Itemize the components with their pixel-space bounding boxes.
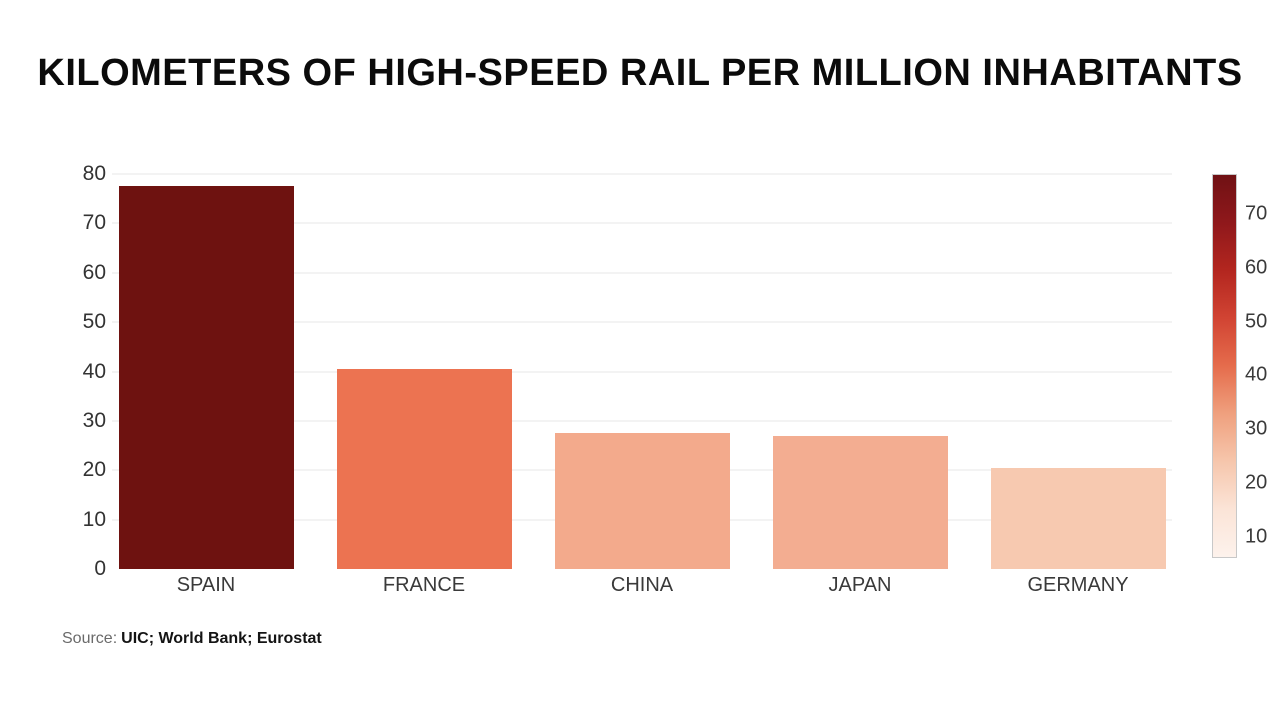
plot-area: SPAIN FRANCE CHINA JAPAN GERMANY	[112, 173, 1172, 596]
chart-title: KILOMETERS OF HIGH-SPEED RAIL PER MILLIO…	[37, 52, 1243, 94]
bar-japan	[772, 435, 948, 569]
colorbar-tick-label: 70	[1245, 202, 1268, 225]
bar-china	[554, 433, 730, 569]
colorbar	[1212, 174, 1237, 558]
colorbar-tick-label: 40	[1245, 363, 1268, 386]
colorbar-tick-label: 50	[1245, 310, 1268, 333]
gridline	[112, 271, 1172, 274]
colorbar-tick-label: 30	[1245, 417, 1268, 440]
bar-germany	[990, 467, 1166, 569]
x-tick-label: GERMANY	[1027, 574, 1129, 596]
bars: SPAIN FRANCE CHINA JAPAN GERMANY	[112, 174, 1172, 596]
gridline	[112, 173, 1172, 175]
x-tick-label: JAPAN	[828, 574, 892, 596]
y-axis: 0 10 20 30 40 50 60 70 80	[40, 162, 106, 580]
source-prefix: Source:	[62, 630, 118, 647]
colorbar-tick-label: 60	[1245, 256, 1268, 279]
x-tick-label: SPAIN	[176, 574, 236, 596]
bar-slot: FRANCE	[336, 174, 512, 596]
gridline	[112, 419, 1172, 422]
y-tick-label: 60	[82, 260, 106, 284]
source-citation: UIC; World Bank; Eurostat	[121, 630, 322, 647]
y-tick-label: 70	[82, 211, 106, 235]
bar-france	[336, 369, 512, 569]
bar-slot: SPAIN	[118, 174, 294, 596]
y-tick-label: 80	[82, 162, 106, 185]
source-line: Source: UIC; World Bank; Eurostat	[62, 630, 322, 648]
y-tick-label: 0	[94, 557, 106, 580]
x-tick-label: CHINA	[610, 574, 674, 596]
y-tick-label: 20	[82, 458, 106, 482]
gridline	[112, 321, 1172, 324]
bar-spain	[118, 186, 294, 569]
colorbar-tick-label: 20	[1245, 471, 1268, 494]
x-tick-label: FRANCE	[382, 574, 466, 596]
y-tick-label: 30	[82, 408, 106, 432]
bar-slot: JAPAN	[772, 174, 948, 596]
y-tick-label: 10	[82, 507, 106, 531]
gridline	[112, 370, 1172, 373]
colorbar-tick-label: 10	[1245, 525, 1268, 548]
y-tick-label: 40	[82, 359, 106, 383]
y-tick-label: 50	[82, 310, 106, 334]
bar-slot: GERMANY	[990, 174, 1166, 596]
colorbar-ticks: 70 60 50 40 30 20 10	[1245, 174, 1280, 558]
gridline	[112, 222, 1172, 225]
bar-slot: CHINA	[554, 174, 730, 596]
